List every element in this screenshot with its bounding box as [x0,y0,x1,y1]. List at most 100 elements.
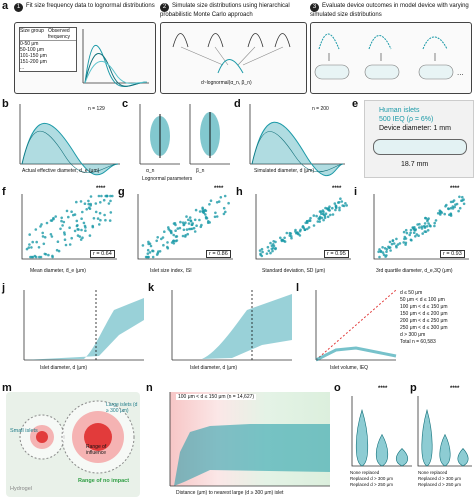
scatter-point [328,205,331,208]
scatter-point [208,221,211,224]
scatter-point [190,223,194,226]
step2-text: 2 Simulate size distributions using hiera… [160,3,290,18]
scatter-point [452,199,456,202]
scatter-point [421,232,424,235]
scatter-point [45,221,49,225]
scatter-point [176,227,180,230]
scatter-point [28,233,31,236]
scatter-point [260,247,264,251]
scatter-point [92,217,96,220]
scatter-point [443,212,446,216]
scatter-point [109,199,112,203]
scatter-point [213,215,217,219]
panel-p-cats: None replaced Replaced d > 300 μm Replaced… [418,470,461,487]
scatter-point [54,215,57,218]
scatter-point [410,239,413,242]
scatter-point [215,201,219,204]
panel-p-stars: **** [450,386,460,392]
scatter-point [378,248,381,251]
scatter-point [312,214,316,217]
panel-k-plot [171,290,292,361]
panel-label-j: j [2,282,6,294]
scatter-point [342,204,346,208]
scatter-point [103,213,106,217]
panel-f-r: r = 0.64 [90,250,115,258]
scatter-point [85,208,88,211]
scatter-point [381,251,385,254]
scatter-point [204,215,208,219]
panel-e-length: 18.7 mm [401,161,429,168]
scatter-point [144,255,148,259]
scatter-point [63,238,67,241]
scatter-point [162,243,165,247]
panel-m-noimpact: Range of no impact [78,478,130,484]
scatter-point [42,242,46,246]
scatter-point [146,255,150,259]
scatter-point [104,218,107,222]
axes [351,396,412,467]
panel-c-cat-beta: β_n [196,168,205,174]
scatter-point [34,228,38,231]
panel-b-plot [19,104,120,176]
panel-c-cat-alpha: α_n [146,168,155,174]
panel-n-legend: 100 μm < d ≤ 150 μm (n = 14,627) [176,394,257,400]
panel-label-o: o [334,382,341,394]
scatter-point [447,207,450,210]
scatter-point [333,202,337,205]
scatter-point [280,239,284,243]
scatter-point [222,212,226,216]
scatter-point [425,225,429,228]
panel-f-stars: **** [96,186,106,192]
panel-o-violins [351,396,412,467]
scatter-point [222,206,226,210]
scatter-point [274,247,277,250]
scatter-point [35,240,38,244]
scatter-point [60,216,63,220]
scatter-point [188,216,192,219]
scatter-point [61,224,64,227]
scatter-point [267,249,271,253]
scatter-point [269,251,272,255]
axes [21,194,117,260]
scatter-point [60,219,63,223]
scatter-point [423,226,427,229]
scatter-point [43,252,47,256]
scatter-point [59,227,62,231]
scatter-point [415,233,419,236]
scatter-point [193,230,197,233]
scatter-point [402,241,405,244]
panel-label-k: k [148,282,155,294]
violin-0 [421,408,433,467]
scatter-point [324,212,328,215]
scatter-point [41,235,45,238]
scatter-point [285,231,289,235]
panel-n-xlabel: Distance (μm) to nearest large (d ≥ 300 … [176,490,284,496]
scatter-point [404,241,408,245]
panel-m-influence: Range of influence [86,444,107,456]
scatter-point [308,219,311,222]
scatter-point [449,214,453,217]
panel-b-xlabel: Actual effective diameter, d_e (μm) [22,168,100,174]
scatter-point [428,224,432,227]
scatter-point [107,202,111,205]
scatter-point [271,249,274,253]
scatter-point [323,216,327,220]
panel-n-plot: 100 μm < d ≤ 150 μm (n = 14,627) [169,392,330,487]
scatter-point [259,252,262,256]
scatter-point [324,206,327,210]
scatter-point [385,254,388,257]
scatter-point [111,194,114,198]
scatter-point [151,249,154,253]
scatter-point [161,236,165,239]
violin-2 [457,448,469,467]
scatter-point [94,202,98,205]
scatter-point [25,247,29,251]
scatter-point [87,199,90,203]
scatter-point [303,228,306,231]
scatter-point [389,249,392,252]
axes [255,194,351,260]
scatter-point [427,222,430,225]
scatter-point [306,227,309,231]
scatter-point [321,209,325,212]
step3-text: 3 Evaluate device outcomes in model devic… [310,3,469,18]
